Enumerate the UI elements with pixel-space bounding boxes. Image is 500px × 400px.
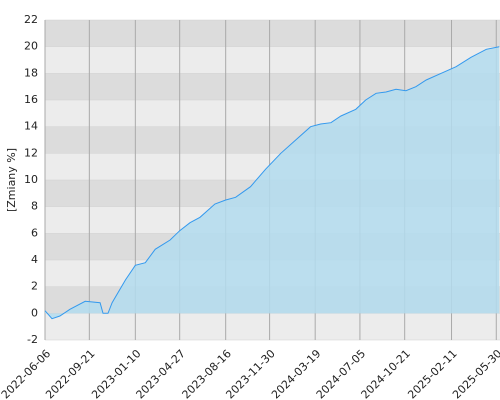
y-tick-label: 18 bbox=[24, 66, 38, 79]
y-tick-label: 2 bbox=[31, 280, 38, 293]
y-tick-label: 6 bbox=[31, 226, 38, 239]
area bbox=[45, 46, 500, 319]
y-tick-label: 8 bbox=[31, 200, 38, 213]
grid-band bbox=[45, 313, 500, 340]
y-tick-label: 22 bbox=[24, 13, 38, 26]
y-tick-label: 16 bbox=[24, 93, 38, 106]
line bbox=[44, 46, 500, 320]
y-tick-label: 4 bbox=[31, 253, 38, 266]
grid-band bbox=[45, 20, 500, 47]
y-tick-label: 14 bbox=[24, 120, 38, 133]
y-tick-label: 12 bbox=[24, 146, 38, 159]
y-tick-label: 10 bbox=[24, 173, 38, 186]
y-tick-label: -2 bbox=[27, 333, 38, 346]
y-tick-label: 20 bbox=[24, 40, 38, 53]
y-tick-label: 0 bbox=[31, 306, 38, 319]
y-axis-label: [Zmiany %] bbox=[5, 148, 18, 212]
grid-band bbox=[45, 46, 500, 74]
